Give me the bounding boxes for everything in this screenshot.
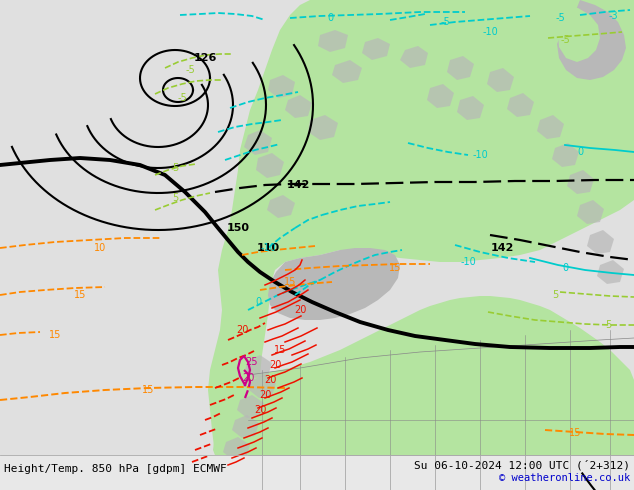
Text: 10: 10 xyxy=(94,243,106,253)
Polygon shape xyxy=(558,5,600,62)
Polygon shape xyxy=(447,56,474,80)
Text: 126: 126 xyxy=(193,53,217,63)
Polygon shape xyxy=(577,200,604,224)
Polygon shape xyxy=(267,195,295,218)
Text: 0: 0 xyxy=(562,263,568,273)
Polygon shape xyxy=(245,355,272,378)
Polygon shape xyxy=(557,0,626,80)
Text: 20: 20 xyxy=(259,390,271,400)
Polygon shape xyxy=(597,260,624,284)
Text: 20: 20 xyxy=(269,360,281,370)
Text: 20: 20 xyxy=(254,405,266,415)
Text: 5: 5 xyxy=(552,290,558,300)
Text: 15: 15 xyxy=(49,330,61,340)
Text: -10: -10 xyxy=(472,150,488,160)
Text: 15: 15 xyxy=(274,345,286,355)
Polygon shape xyxy=(487,68,514,92)
Polygon shape xyxy=(427,84,454,108)
Text: -5: -5 xyxy=(440,17,450,27)
Text: -5: -5 xyxy=(185,65,195,75)
Polygon shape xyxy=(223,437,250,460)
Text: Su 06-10-2024 12:00 UTC (´2+312): Su 06-10-2024 12:00 UTC (´2+312) xyxy=(414,460,630,470)
Polygon shape xyxy=(552,143,579,167)
Polygon shape xyxy=(232,415,259,438)
Text: 150: 150 xyxy=(226,223,250,233)
Text: 5: 5 xyxy=(172,163,178,173)
Polygon shape xyxy=(237,395,264,418)
Text: 5: 5 xyxy=(605,320,611,330)
Text: 20: 20 xyxy=(236,325,248,335)
Polygon shape xyxy=(567,170,594,194)
Text: -3: -3 xyxy=(608,11,618,21)
Text: Height/Temp. 850 hPa [gdpm] ECMWF: Height/Temp. 850 hPa [gdpm] ECMWF xyxy=(4,464,227,474)
Polygon shape xyxy=(308,115,338,140)
Polygon shape xyxy=(507,93,534,117)
Text: 110: 110 xyxy=(256,243,280,253)
Polygon shape xyxy=(537,115,564,139)
Text: 15: 15 xyxy=(142,385,154,395)
Text: 142: 142 xyxy=(287,180,309,190)
Polygon shape xyxy=(256,153,284,178)
Text: 15: 15 xyxy=(284,277,296,287)
Polygon shape xyxy=(249,375,276,398)
Text: 142: 142 xyxy=(490,243,514,253)
Polygon shape xyxy=(244,130,272,155)
Bar xyxy=(0,455,634,490)
Text: -10: -10 xyxy=(260,243,276,253)
Polygon shape xyxy=(268,75,295,98)
Text: 0: 0 xyxy=(255,297,261,307)
Polygon shape xyxy=(208,0,634,455)
Text: 20: 20 xyxy=(264,375,276,385)
Text: 5: 5 xyxy=(172,193,178,203)
Text: -5: -5 xyxy=(555,13,565,23)
Text: 15: 15 xyxy=(569,428,581,438)
Polygon shape xyxy=(285,95,312,118)
Text: -10: -10 xyxy=(482,27,498,37)
Text: 20: 20 xyxy=(294,305,306,315)
Text: © weatheronline.co.uk: © weatheronline.co.uk xyxy=(499,473,630,483)
Polygon shape xyxy=(213,296,634,490)
Polygon shape xyxy=(332,60,362,83)
Text: 15: 15 xyxy=(74,290,86,300)
Text: 20: 20 xyxy=(242,373,254,383)
Text: -5: -5 xyxy=(177,93,187,103)
Polygon shape xyxy=(400,46,428,68)
Text: 25: 25 xyxy=(246,357,258,367)
Text: 0: 0 xyxy=(577,147,583,157)
Polygon shape xyxy=(362,38,390,60)
Text: 0: 0 xyxy=(327,13,333,23)
Polygon shape xyxy=(457,96,484,120)
Polygon shape xyxy=(587,230,614,254)
Polygon shape xyxy=(318,30,348,52)
Text: -10: -10 xyxy=(460,257,476,267)
Polygon shape xyxy=(268,248,400,320)
Text: -5: -5 xyxy=(560,35,570,45)
Text: 15: 15 xyxy=(389,263,401,273)
